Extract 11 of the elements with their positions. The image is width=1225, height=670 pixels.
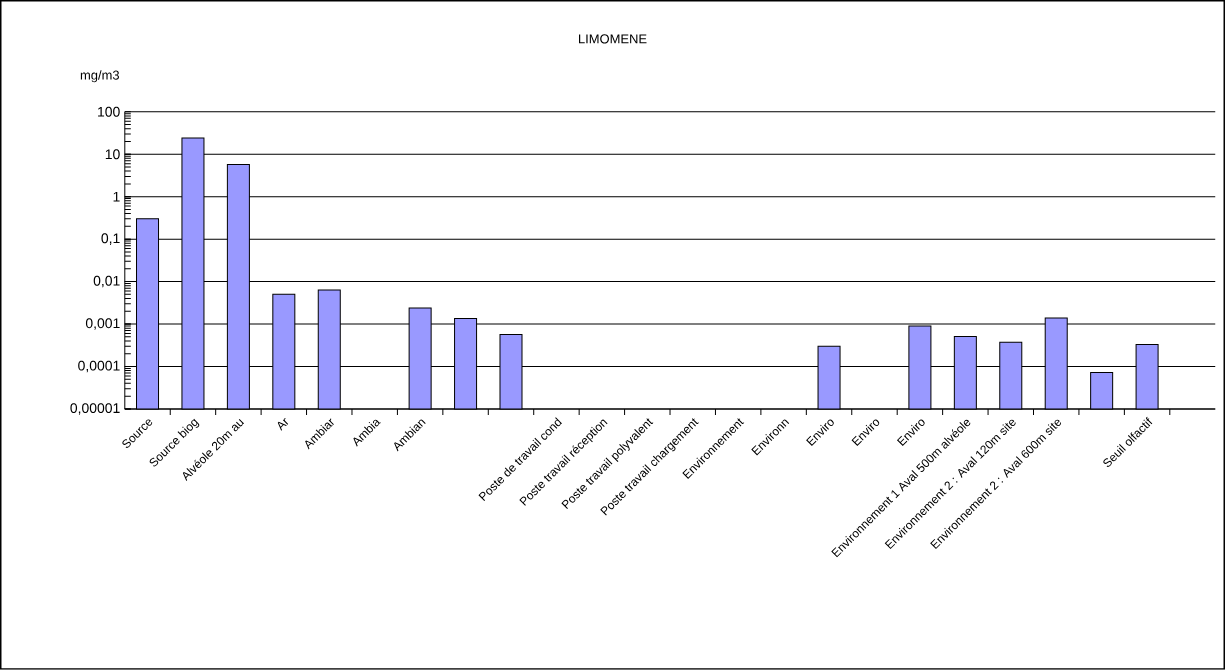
y-tick-label: 0,00001 xyxy=(70,403,120,415)
x-tick-label: Ar xyxy=(277,418,289,431)
y-tick-label: 0,001 xyxy=(85,318,120,330)
y-tick-label: 0,1 xyxy=(101,233,120,245)
y-tick-label: 10 xyxy=(105,149,120,160)
chart-title: LIMOMENE xyxy=(579,34,647,44)
y-tick-label: 100 xyxy=(98,106,120,117)
y-tick-label: 0,01 xyxy=(93,275,120,288)
y-axis-title: mg/m3 xyxy=(80,70,120,83)
y-tick-label: 1 xyxy=(113,191,120,202)
y-tick-label: 0,0001 xyxy=(78,360,120,373)
